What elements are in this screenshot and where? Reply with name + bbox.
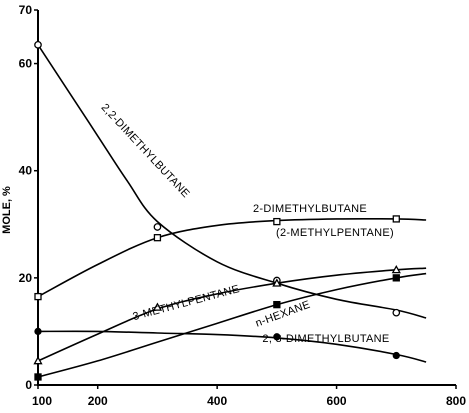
markers [33,40,401,381]
data-point [392,274,400,282]
series-line [37,44,427,319]
x-tick-label: 200 [88,394,108,408]
data-point [391,264,401,274]
y-tick-label: 60 [19,57,33,71]
y-tick-label: 0 [25,378,32,392]
x-tick-label: 100 [32,394,52,408]
ticks: 100 200 400 600 800 0 20 40 60 70 [19,3,467,408]
data-point [153,223,162,231]
series-annotation: 2-DIMETHYLBUTANE [253,203,367,215]
y-tick-label: 40 [19,164,33,178]
y-axis-label: MOLE, % [1,186,13,234]
y-tick-label: 20 [19,271,33,285]
data-point [273,333,281,341]
series-annotation: (2-METHYLPENTANE) [276,227,394,239]
series-annotation: 2,2-DIMETHYLBUTANE [99,102,192,201]
data-point [272,278,282,287]
data-point [153,234,162,242]
series-annotation: 2, 3-DIMETHYLBUTANE [262,333,389,345]
data-point [273,217,281,226]
data-point [34,373,42,381]
data-point [34,292,42,301]
series-line [37,330,427,363]
curves [37,44,427,378]
data-point [34,40,42,49]
y-tick-label: 70 [19,3,33,17]
data-point [152,302,163,311]
series-line [37,217,427,298]
data-point [392,308,401,317]
x-tick-label: 600 [327,394,347,408]
annotations: 2,2-DIMETHYLBUTANE 2-DIMETHYLBUTANE (2-MET… [99,102,394,345]
series-line [37,272,427,378]
data-point [33,356,43,365]
series-line [37,267,427,362]
data-point [392,351,400,360]
axes [37,10,456,386]
series-annotation: 3-METHYLPENTANE [132,283,241,323]
data-point [392,215,400,223]
data-point [273,300,281,309]
x-tick-label: 400 [207,394,227,408]
data-point [34,327,42,336]
x-tick-label: 800 [446,394,466,408]
